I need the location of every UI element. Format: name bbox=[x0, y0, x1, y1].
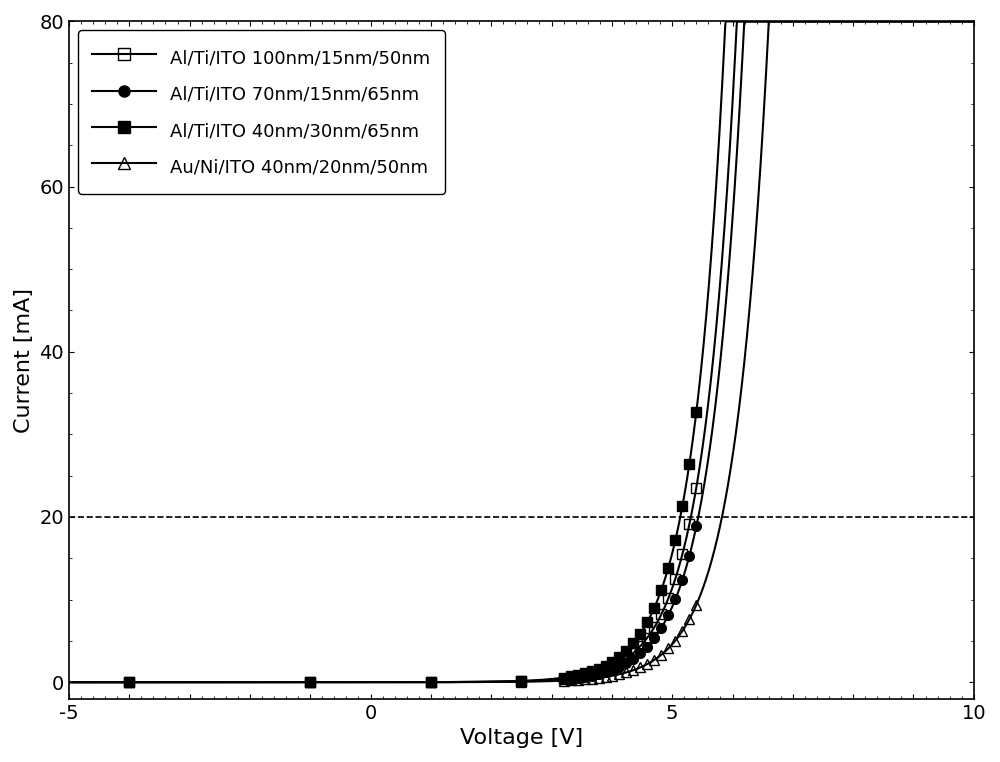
Legend: Al/Ti/ITO 100nm/15nm/50nm, Al/Ti/ITO 70nm/15nm/65nm, Al/Ti/ITO 40nm/30nm/65nm, A: Al/Ti/ITO 100nm/15nm/50nm, Al/Ti/ITO 70n… bbox=[78, 30, 445, 194]
X-axis label: Voltage [V]: Voltage [V] bbox=[460, 728, 583, 748]
Y-axis label: Current [mA]: Current [mA] bbox=[14, 287, 34, 433]
